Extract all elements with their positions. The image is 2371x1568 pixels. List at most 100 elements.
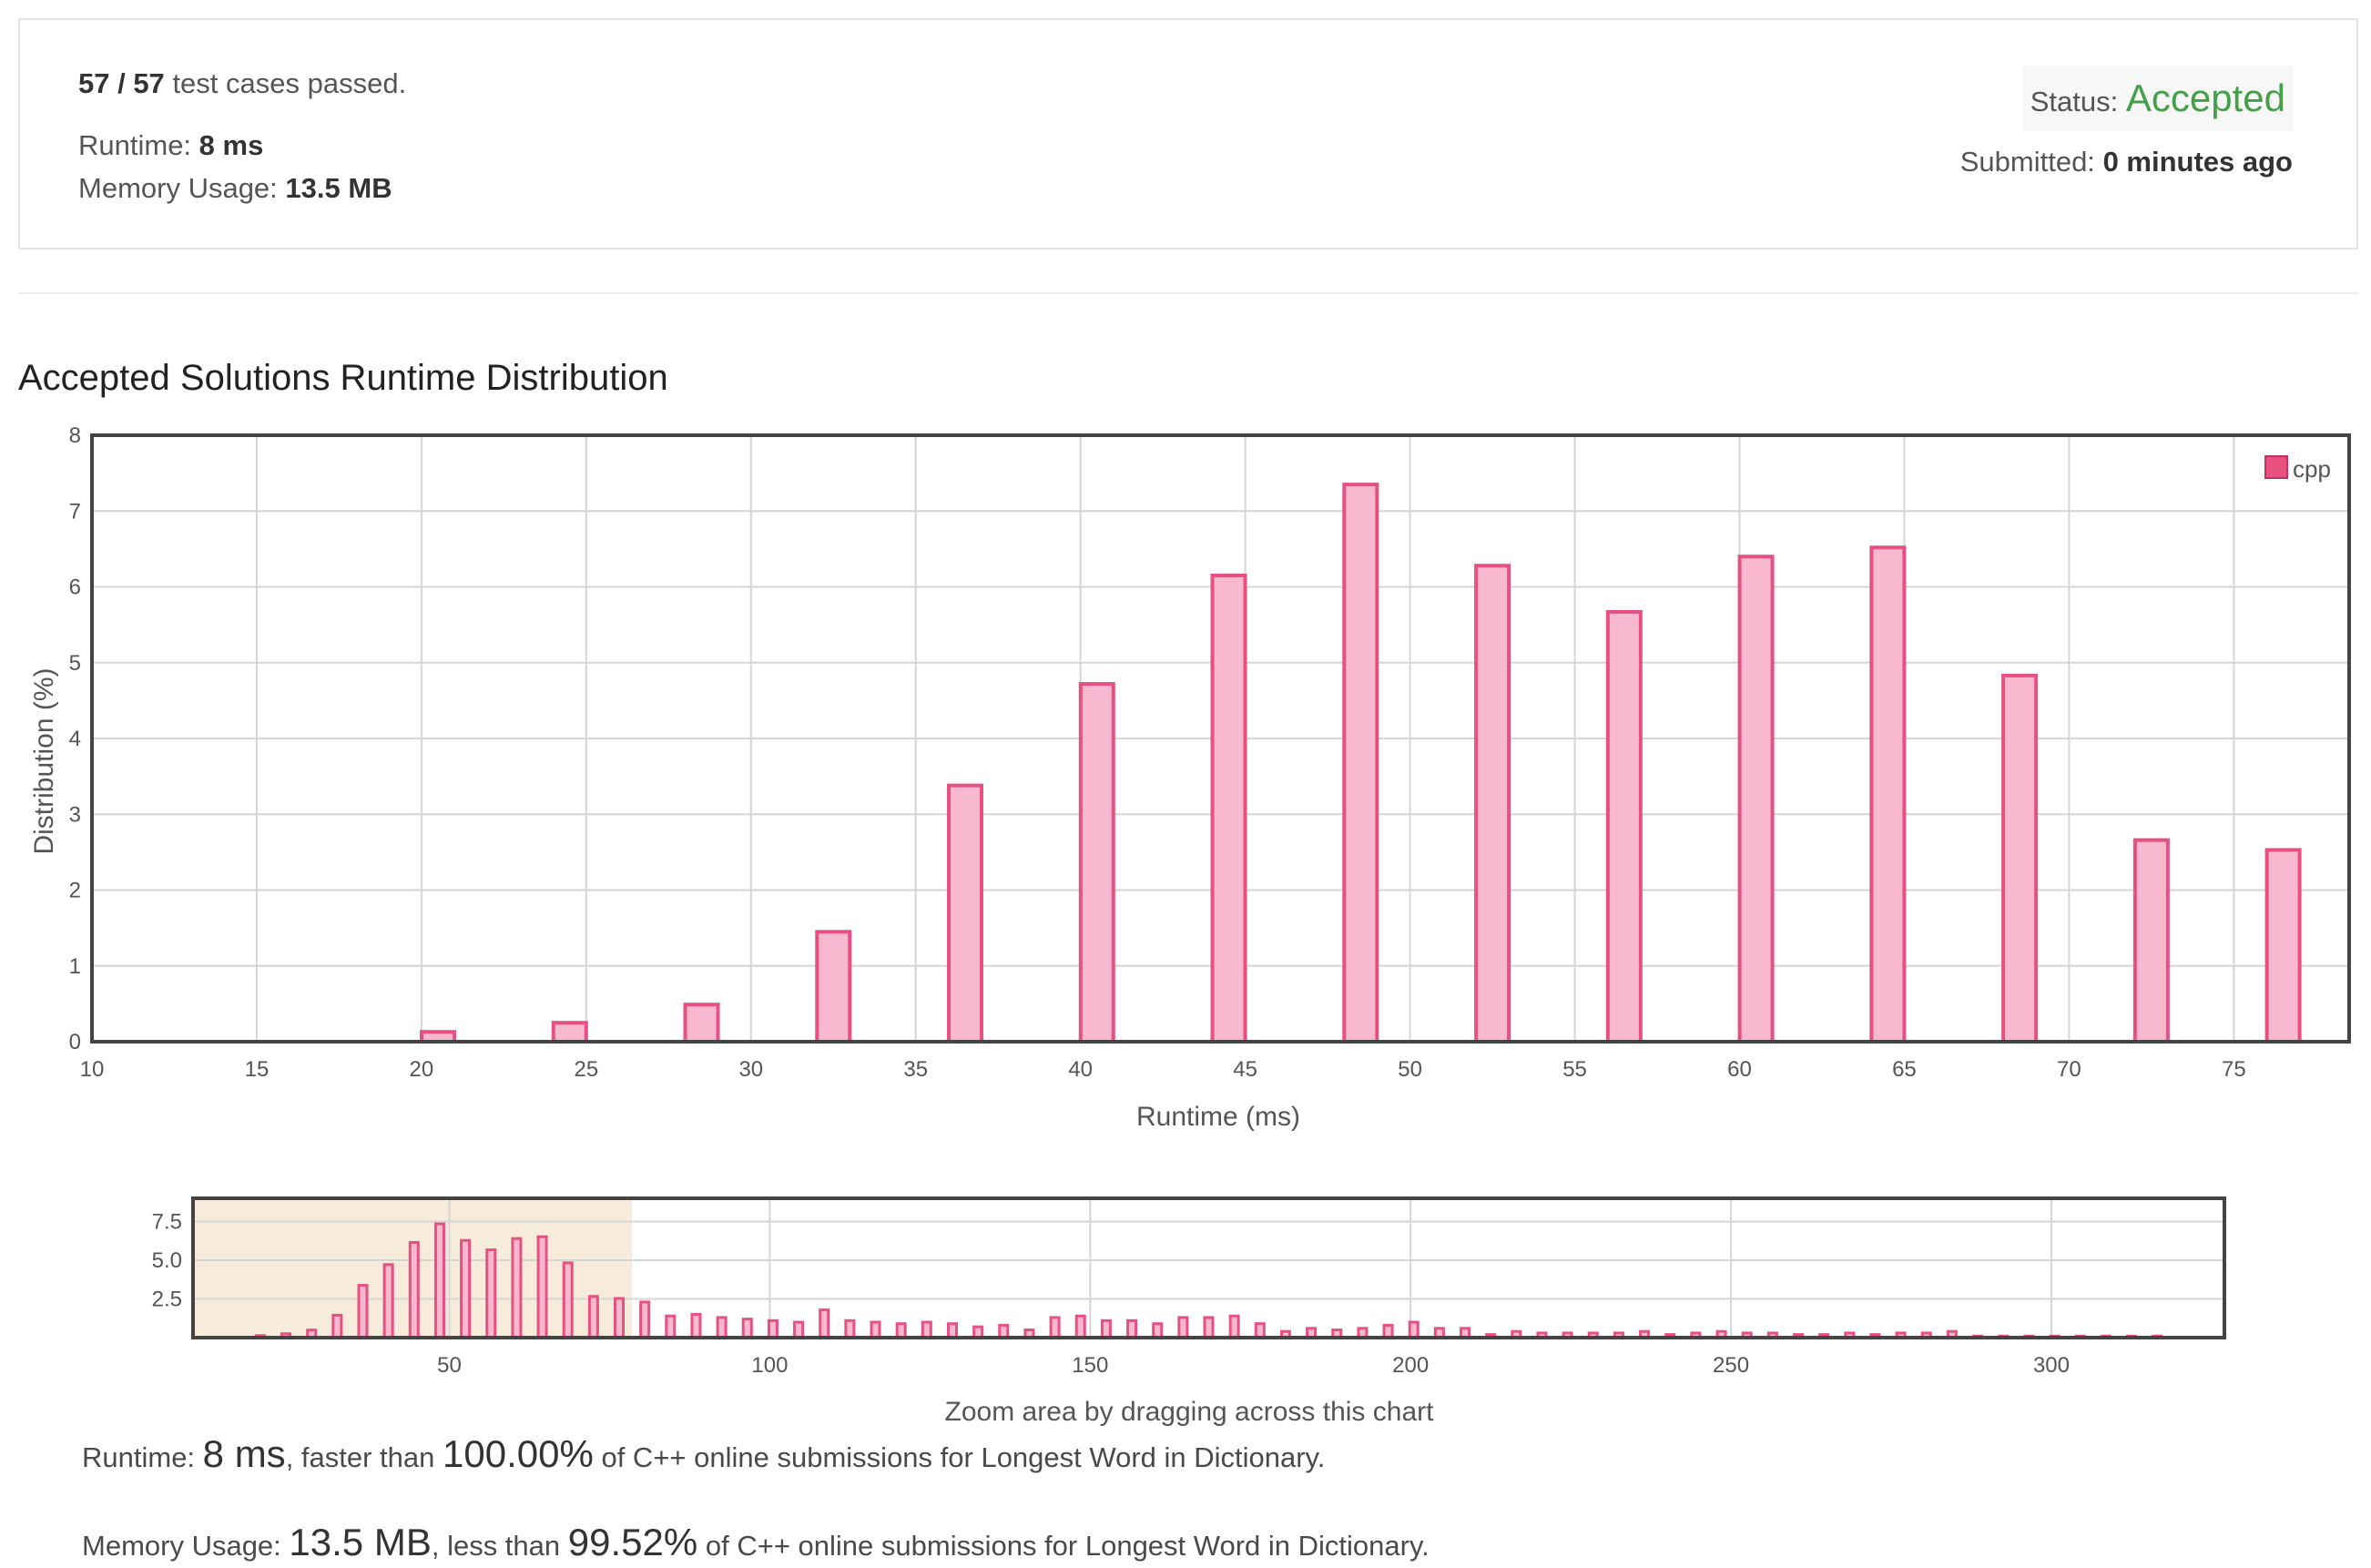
chart-title: Accepted Solutions Runtime Distribution bbox=[18, 358, 668, 398]
bar[interactable] bbox=[1078, 682, 1115, 1044]
x-tick-label: 35 bbox=[903, 1057, 928, 1082]
status-badge: Status: Accepted bbox=[2022, 66, 2293, 131]
runtime-stats-mid: , faster than bbox=[285, 1441, 435, 1473]
y-tick-label: 0 bbox=[69, 1030, 81, 1054]
x-tick-label: 250 bbox=[1713, 1353, 1749, 1378]
bar[interactable] bbox=[946, 1322, 958, 1339]
bar[interactable] bbox=[1100, 1319, 1112, 1339]
bar[interactable] bbox=[895, 1322, 907, 1339]
bar[interactable] bbox=[716, 1316, 728, 1339]
bar[interactable] bbox=[587, 1295, 599, 1339]
memory-stats-tail: of C++ online submissions for Longest Wo… bbox=[705, 1530, 1430, 1562]
bar[interactable] bbox=[741, 1318, 753, 1339]
memory-stats: Memory Usage: 13.5 MB, less than 99.52% … bbox=[82, 1521, 1430, 1564]
bar[interactable] bbox=[536, 1235, 548, 1339]
bar[interactable] bbox=[870, 1320, 881, 1339]
x-tick-label: 20 bbox=[410, 1057, 434, 1082]
bar[interactable] bbox=[562, 1261, 574, 1339]
bar[interactable] bbox=[433, 1222, 445, 1339]
bar[interactable] bbox=[819, 1308, 830, 1339]
y-tick-label: 2.5 bbox=[152, 1288, 182, 1312]
bar[interactable] bbox=[460, 1238, 472, 1339]
status-label: Status: bbox=[2030, 86, 2119, 117]
bar[interactable] bbox=[614, 1297, 626, 1339]
runtime-stats-value: 8 ms bbox=[202, 1432, 286, 1475]
runtime-stats: Runtime: 8 ms, faster than 100.00% of C+… bbox=[82, 1432, 1325, 1476]
zoom-navigator-chart[interactable]: 2.55.07.5 50 100 150 200 250 300 Zoom area by… bbox=[0, 0, 2371, 1457]
bar[interactable] bbox=[793, 1320, 805, 1339]
x-tick-label: 55 bbox=[1562, 1057, 1587, 1082]
bar[interactable] bbox=[1342, 483, 1379, 1044]
memory-line: Memory Usage: 13.5 MB bbox=[78, 172, 392, 205]
x-tick-label: 150 bbox=[1072, 1353, 1108, 1378]
bar[interactable] bbox=[1177, 1316, 1189, 1339]
bar[interactable] bbox=[331, 1313, 343, 1339]
bar[interactable] bbox=[639, 1300, 651, 1339]
bar[interactable] bbox=[1382, 1323, 1394, 1339]
memory-stats-label: Memory Usage: bbox=[82, 1530, 281, 1562]
x-tick-label: 10 bbox=[80, 1057, 105, 1082]
submitted-line: Submitted: 0 minutes ago bbox=[1960, 146, 2293, 178]
zoom-hint: Zoom area by dragging across this chart bbox=[945, 1397, 1435, 1427]
x-tick-label: 65 bbox=[1892, 1057, 1917, 1082]
y-tick-label: 3 bbox=[69, 802, 81, 827]
bar[interactable] bbox=[2132, 838, 2170, 1044]
runtime-label: Runtime: bbox=[78, 129, 192, 161]
main-chart-bars bbox=[419, 483, 2302, 1044]
y-tick-label: 1 bbox=[69, 954, 81, 979]
legend-swatch bbox=[2264, 455, 2288, 479]
y-tick-label: 5 bbox=[69, 651, 81, 676]
test-cases-text: test cases passed. bbox=[172, 67, 407, 99]
x-tick-label: 30 bbox=[738, 1057, 763, 1082]
mini-chart-bars bbox=[254, 1222, 2163, 1339]
bar[interactable] bbox=[408, 1240, 420, 1339]
bar[interactable] bbox=[2264, 848, 2302, 1044]
bar[interactable] bbox=[665, 1314, 677, 1339]
memory-stats-mid: , less than bbox=[431, 1530, 561, 1562]
main-chart-frame bbox=[90, 433, 2351, 1044]
bar[interactable] bbox=[511, 1237, 523, 1339]
bar[interactable] bbox=[690, 1313, 702, 1339]
bar[interactable] bbox=[1074, 1314, 1086, 1339]
x-tick-label: 15 bbox=[245, 1057, 270, 1082]
bar[interactable] bbox=[1737, 555, 1775, 1044]
bar[interactable] bbox=[1869, 545, 1907, 1044]
x-tick-label: 200 bbox=[1392, 1353, 1429, 1378]
runtime-line: Runtime: 8 ms bbox=[78, 129, 263, 162]
bar[interactable] bbox=[1254, 1322, 1266, 1339]
y-tick-label: 7.5 bbox=[152, 1210, 182, 1235]
chart-legend[interactable]: cpp bbox=[2264, 455, 2331, 483]
memory-stats-percent: 99.52% bbox=[567, 1521, 698, 1563]
section-divider bbox=[18, 292, 2358, 294]
test-cases-count: 57 / 57 bbox=[78, 67, 165, 99]
bar[interactable] bbox=[1203, 1316, 1215, 1339]
submitted-label: Submitted: bbox=[1959, 146, 2095, 178]
bar[interactable] bbox=[767, 1319, 778, 1339]
bar[interactable] bbox=[998, 1323, 1010, 1339]
mini-chart-frame bbox=[191, 1196, 2226, 1339]
y-tick-label: 7 bbox=[69, 499, 81, 524]
submitted-value: 0 minutes ago bbox=[2102, 146, 2293, 178]
bar[interactable] bbox=[382, 1263, 394, 1339]
submission-summary: 57 / 57 test cases passed. Runtime: 8 ms… bbox=[18, 18, 2358, 249]
bar[interactable] bbox=[1152, 1322, 1164, 1339]
bar[interactable] bbox=[1228, 1314, 1240, 1339]
bar[interactable] bbox=[357, 1284, 369, 1339]
x-tick-label: 40 bbox=[1068, 1057, 1093, 1082]
y-tick-label: 2 bbox=[69, 879, 81, 903]
x-tick-label: 75 bbox=[2222, 1057, 2246, 1082]
memory-stats-value: 13.5 MB bbox=[289, 1521, 432, 1563]
x-tick-label: 45 bbox=[1233, 1057, 1257, 1082]
test-cases-line: 57 / 57 test cases passed. bbox=[78, 67, 406, 100]
bar[interactable] bbox=[1474, 564, 1511, 1044]
bar[interactable] bbox=[921, 1320, 932, 1339]
bar[interactable] bbox=[1126, 1319, 1138, 1339]
x-tick-label: 25 bbox=[574, 1057, 598, 1082]
bar[interactable] bbox=[844, 1319, 856, 1339]
bar[interactable] bbox=[1408, 1320, 1420, 1339]
mini-chart-x-ticks: 50 100 150 200 250 300 bbox=[437, 1353, 2070, 1378]
bar[interactable] bbox=[485, 1248, 497, 1339]
bar[interactable] bbox=[1049, 1316, 1061, 1339]
memory-value: 13.5 MB bbox=[285, 172, 392, 204]
